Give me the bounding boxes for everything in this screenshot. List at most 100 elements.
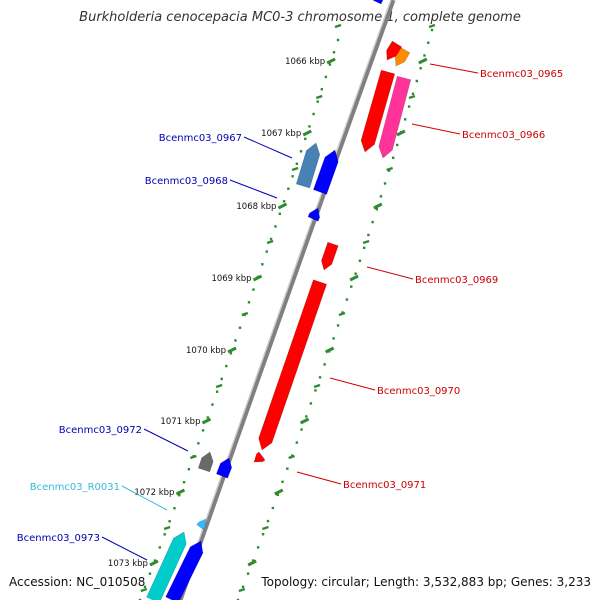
minor-tick-mark (313, 383, 321, 389)
tick-track-dot-left (320, 88, 324, 91)
tick-track-dot-left (312, 112, 315, 116)
tick-track-dot-left (291, 175, 294, 178)
minor-tick-mark (386, 166, 394, 172)
minor-tick-mark (288, 454, 296, 460)
kbp-tick-mark (418, 57, 428, 65)
topology-text: Topology: circular; Length: 3,532,883 bp… (261, 575, 591, 589)
gene-arrow-unlabeled-forward (386, 40, 403, 61)
minor-tick-mark (334, 23, 342, 29)
tick-track-dot-right (332, 337, 335, 340)
kbp-tick-label: 1068 kbp (236, 202, 276, 212)
tick-track-dot-left (324, 75, 328, 79)
gene-connector-line (329, 377, 376, 391)
tick-track-dot-right (309, 402, 313, 405)
tick-track-dot-left (197, 442, 200, 445)
tick-track-dot-right (323, 363, 326, 366)
tick-track-dot-left (274, 225, 277, 228)
gene-arrow-bcenmc03-0972-pair (216, 457, 233, 479)
tick-track-dot-right (395, 143, 399, 147)
tick-track-dot-right (419, 67, 422, 70)
tick-track-dot-left (143, 585, 147, 589)
minor-tick-mark (408, 94, 416, 100)
tick-track-dot-right (403, 118, 407, 121)
accession-text: Accession: NC_010508 (9, 575, 146, 589)
gene-label-bcenmc03-0967: Bcenmc03_0967 (159, 133, 242, 144)
tick-track-dot-right (295, 441, 299, 444)
gene-label-bcenmc03-0965: Bcenmc03_0965 (480, 69, 563, 80)
minor-tick-mark (338, 311, 346, 317)
map-title: Burkholderia cenocepacia MC0-3 chromosom… (79, 10, 521, 25)
tick-track-dot-left (163, 533, 166, 536)
tick-track-dot-right (266, 519, 270, 523)
tick-track-dot-left (182, 481, 186, 484)
minor-tick-mark (262, 525, 269, 531)
kbp-tick-mark (274, 488, 284, 496)
kbp-tick-mark (302, 129, 312, 137)
tick-track-dot-right (246, 572, 250, 575)
kbp-tick-mark (373, 202, 383, 210)
tick-track-dot-left (308, 125, 311, 128)
tick-track-dot-left (287, 187, 290, 190)
gene-connector-line (243, 136, 293, 159)
tick-track-dot-right (411, 92, 415, 95)
kbp-tick-mark (349, 274, 359, 282)
tick-track-dot-right (341, 311, 344, 314)
gene-arrow-bcenmc03-0971 (253, 451, 266, 463)
kbp-tick-mark (227, 346, 237, 354)
kbp-tick-label: 1071 kbp (160, 417, 200, 427)
minor-tick-mark (163, 525, 171, 531)
tick-track-dot-left (295, 162, 299, 165)
gene-arrow-bcenmc03-0973-pair (165, 540, 204, 600)
tick-track-dot-right (375, 207, 378, 211)
kbp-tick-mark (326, 57, 336, 65)
gene-arrow-bcenmc03-0969 (321, 241, 339, 271)
backbone-line (177, 0, 396, 600)
tick-track-dot-left (211, 403, 214, 406)
tick-track-dot-left (148, 572, 152, 575)
kbp-tick-mark (149, 559, 159, 567)
gene-arrow-bcenmc03-0970 (258, 279, 327, 451)
kbp-tick-label: 1073 kbp (108, 559, 148, 569)
kbp-tick-mark (175, 488, 186, 496)
kbp-tick-mark (277, 202, 288, 210)
tick-track-dot-right (241, 585, 245, 589)
gene-label-bcenmc03-0972: Bcenmc03_0972 (59, 425, 142, 436)
minor-tick-mark (215, 383, 223, 389)
tick-track-dot-right (350, 285, 353, 288)
kbp-tick-label: 1072 kbp (134, 488, 174, 498)
tick-track-dot-left (269, 237, 273, 241)
tick-track-dot-left (225, 364, 228, 368)
tick-track-dot-right (251, 559, 255, 562)
tick-track-dot-right (314, 389, 317, 392)
tick-track-dot-left (220, 377, 223, 381)
minor-tick-mark (140, 587, 148, 593)
tick-track-dot-left (304, 137, 307, 141)
tick-track-dot-right (271, 506, 275, 510)
gene-arrow-bcenmc03-0968 (307, 207, 321, 222)
kbp-tick-label: 1070 kbp (186, 346, 226, 356)
minor-tick-mark (189, 454, 197, 460)
tick-track-dot-right (430, 28, 434, 32)
gene-connector-line (411, 123, 461, 135)
tick-track-dot-left (215, 390, 219, 393)
kbp-tick-mark (299, 417, 310, 425)
minor-tick-mark (362, 239, 370, 245)
gene-label-bcenmc03-0970: Bcenmc03_0970 (377, 386, 460, 397)
tick-track-dot-right (423, 54, 426, 57)
tick-track-dot-right (354, 272, 357, 275)
tick-track-dot-right (318, 376, 322, 379)
gene-connector-line (296, 471, 342, 485)
gene-label-bcenmc03-0973: Bcenmc03_0973 (17, 533, 100, 544)
tick-track-dot-right (415, 79, 419, 83)
tick-track-dot-left (247, 301, 251, 304)
tick-track-dot-left (278, 212, 281, 216)
gene-arrow-bcenmc03-0966-pair (360, 69, 396, 153)
minor-tick-mark (238, 587, 246, 593)
tick-track-dot-right (407, 105, 411, 108)
gene-label-bcenmc03-0971: Bcenmc03_0971 (343, 480, 426, 491)
tick-track-dot-left (229, 352, 233, 355)
gene-label-bcenmc03-0969: Bcenmc03_0969 (415, 275, 498, 286)
tick-track-dot-left (282, 200, 286, 203)
tick-track-dot-right (379, 195, 383, 198)
